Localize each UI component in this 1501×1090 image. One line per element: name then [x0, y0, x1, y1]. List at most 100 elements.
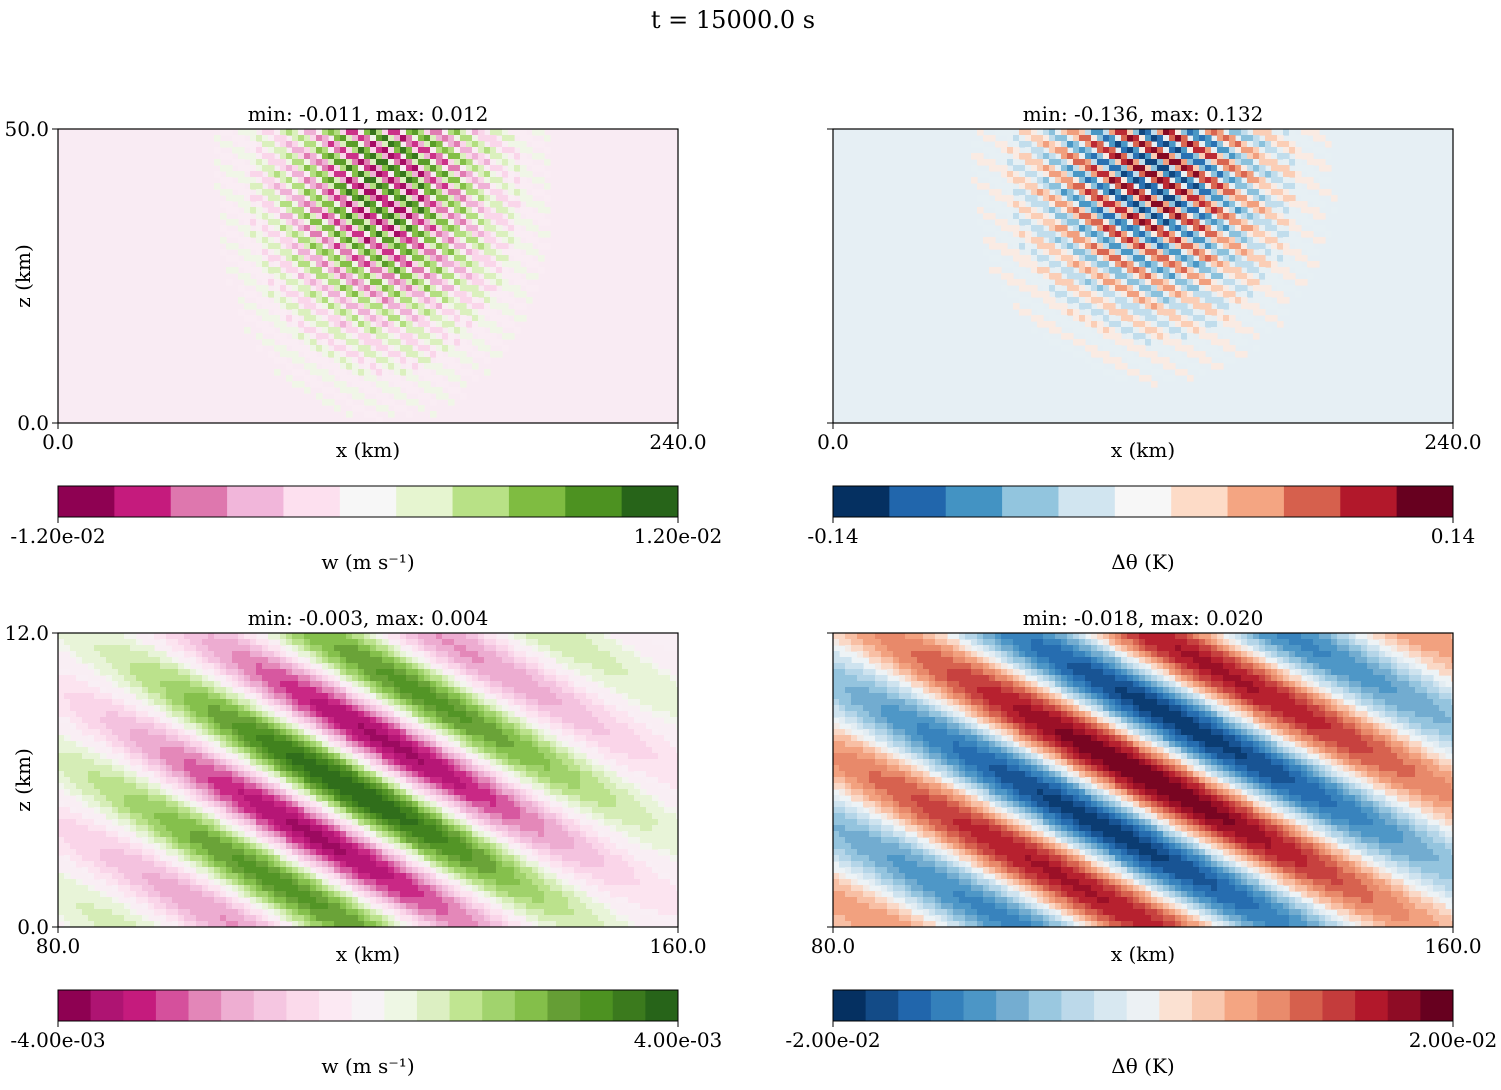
y-tick-label: 50.0	[4, 117, 49, 141]
colorbar-segment	[90, 990, 124, 1021]
colorbar-segment	[253, 990, 287, 1021]
colorbar-segment	[645, 990, 679, 1021]
colorbar-segment	[170, 486, 228, 517]
x-tick-label: 80.0	[36, 934, 81, 958]
colorbar-segment	[996, 990, 1030, 1021]
colorbar-label: w (m s⁻¹)	[321, 1054, 414, 1078]
colorbar-segment	[1340, 486, 1398, 517]
x-tick-label: 80.0	[811, 934, 856, 958]
colorbar-segment	[58, 486, 115, 517]
colorbar-segment	[319, 990, 353, 1021]
colorbar-segment	[1058, 486, 1116, 517]
colorbar-segment	[452, 486, 510, 517]
colorbar-segment	[1191, 990, 1226, 1021]
x-tick-label: 240.0	[1424, 430, 1481, 454]
colorbar-segment	[1355, 990, 1389, 1021]
colorbar-segment	[283, 486, 341, 517]
colorbar: -2.00e-02 2.00e-02 Δθ (K)	[785, 989, 1498, 1078]
colorbar-segment	[1159, 990, 1193, 1021]
colorbar: -1.20e-02 1.20e-02 w (m s⁻¹)	[10, 485, 723, 574]
colorbar-segment	[1227, 486, 1285, 517]
x-tick-label: 160.0	[1424, 934, 1481, 958]
colorbar-segment	[963, 990, 997, 1021]
colorbar-segment	[1322, 990, 1356, 1021]
colorbar-segment	[1257, 990, 1291, 1021]
colorbar-segment	[508, 486, 566, 517]
colorbar-segment	[1387, 990, 1421, 1021]
panel-3: min: -0.003, max: 0.004 80.0 160.0 0.0 12.0 x…	[4, 606, 722, 1078]
colorbar-segment	[114, 486, 172, 517]
colorbar-max-label: 0.14	[1431, 524, 1476, 548]
colorbar-segment	[1094, 990, 1128, 1021]
colorbar-label: Δθ (K)	[1111, 1054, 1174, 1078]
colorbar-segment	[565, 486, 623, 517]
y-tick-label: 12.0	[4, 621, 49, 645]
axes-frame	[57, 632, 679, 928]
x-axis-label: x (km)	[336, 942, 400, 966]
colorbar-min-label: -0.14	[807, 524, 858, 548]
colorbar-segment	[482, 990, 516, 1021]
x-tick-label: 0.0	[817, 430, 849, 454]
colorbar-max-label: 1.20e-02	[634, 524, 723, 548]
panel-2: min: -0.136, max: 0.132 0.0 240.0 x (km) -0.…	[807, 102, 1481, 574]
panel-title: min: -0.136, max: 0.132	[1023, 102, 1264, 126]
x-tick-label: 160.0	[649, 934, 706, 958]
field	[971, 129, 1338, 388]
colorbar-segment	[449, 990, 483, 1021]
colorbar-segment	[221, 990, 255, 1021]
colorbar-min-label: -4.00e-03	[10, 1028, 105, 1052]
colorbar-segment	[339, 486, 397, 517]
colorbar-label: w (m s⁻¹)	[321, 550, 414, 574]
colorbar-max-label: 2.00e-02	[1409, 1028, 1498, 1052]
field	[58, 633, 678, 927]
colorbar-min-label: -2.00e-02	[785, 1028, 880, 1052]
colorbar: -4.00e-03 4.00e-03 w (m s⁻¹)	[10, 989, 723, 1078]
axes-frame	[832, 128, 1454, 424]
field	[214, 129, 551, 423]
colorbar-segment	[155, 990, 190, 1021]
colorbar-segment	[833, 486, 890, 517]
colorbar-segment	[547, 990, 581, 1021]
colorbar-label: Δθ (K)	[1111, 550, 1174, 574]
colorbar-segment	[1283, 486, 1341, 517]
colorbar-segment	[898, 990, 932, 1021]
x-axis-label: x (km)	[1111, 942, 1175, 966]
panel-title: min: -0.003, max: 0.004	[248, 606, 489, 630]
colorbar-segment	[945, 486, 1003, 517]
axes-frame	[832, 632, 1454, 928]
colorbar-segment	[514, 990, 548, 1021]
colorbar-segment	[1061, 990, 1095, 1021]
y-tick-label: 0.0	[17, 411, 49, 435]
panel-1: min: -0.011, max: 0.012 0.0 240.0 0.0 50.0 x …	[4, 102, 722, 574]
colorbar-segment	[416, 990, 451, 1021]
y-axis-label: z (km)	[11, 244, 35, 308]
x-tick-label: 0.0	[42, 430, 74, 454]
panel-title: min: -0.018, max: 0.020	[1023, 606, 1264, 630]
colorbar-segment	[833, 990, 867, 1021]
colorbar-segment	[351, 990, 385, 1021]
colorbar-segment	[621, 486, 679, 517]
colorbar-segment	[286, 990, 320, 1021]
x-axis-label: x (km)	[1111, 438, 1175, 462]
figure-suptitle: t = 15000.0 s	[651, 6, 815, 34]
axes-frame	[57, 128, 679, 424]
colorbar-segment	[1002, 486, 1059, 517]
colorbar-segment	[58, 990, 92, 1021]
colorbar-segment	[1114, 486, 1172, 517]
field	[833, 633, 1453, 927]
colorbar-segment	[188, 990, 222, 1021]
colorbar-segment	[580, 990, 614, 1021]
colorbar-segment	[1420, 990, 1454, 1021]
colorbar-segment	[396, 486, 454, 517]
colorbar-segment	[1126, 990, 1160, 1021]
colorbar: -0.14 0.14 Δθ (K)	[807, 485, 1476, 574]
colorbar-segment	[1289, 990, 1323, 1021]
colorbar-min-label: -1.20e-02	[10, 524, 105, 548]
colorbar-segment	[1171, 486, 1229, 517]
colorbar-max-label: 4.00e-03	[634, 1028, 723, 1052]
x-axis-label: x (km)	[336, 438, 400, 462]
colorbar-segment	[1028, 990, 1062, 1021]
panel-title: min: -0.011, max: 0.012	[248, 102, 489, 126]
y-axis-label: z (km)	[11, 748, 35, 812]
